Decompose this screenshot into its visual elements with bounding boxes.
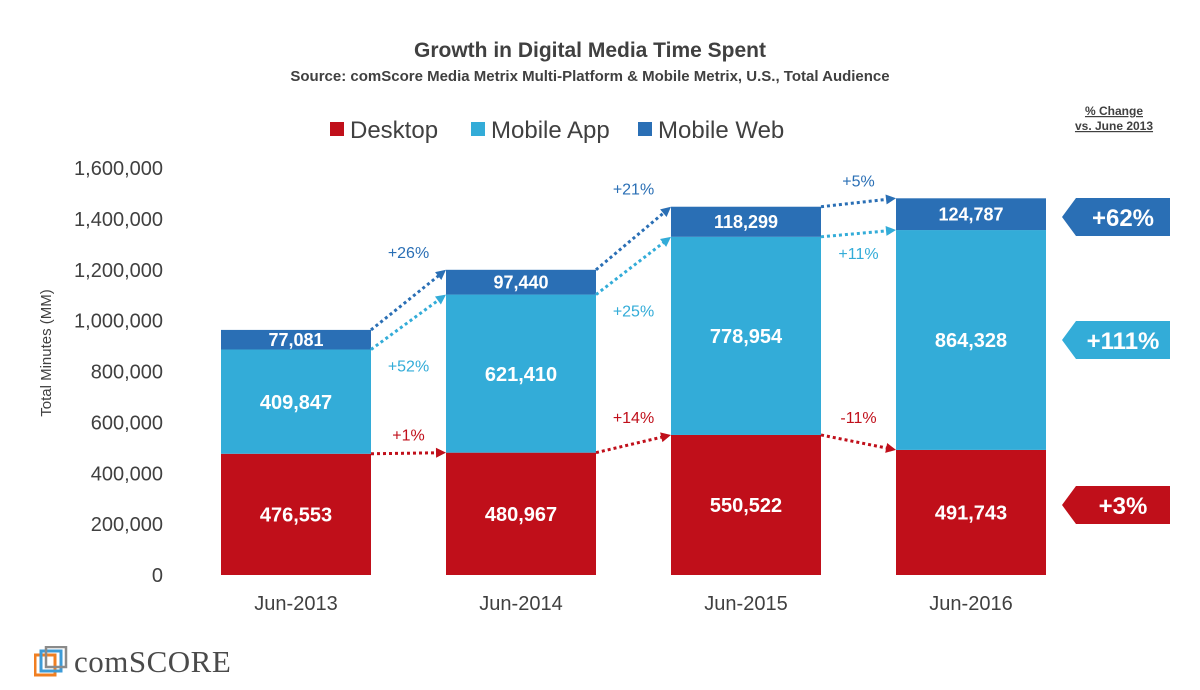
total-change-label-mobile-app: +111% [1087, 328, 1160, 355]
bar-desktop-jun-2015 [671, 434, 821, 575]
period-change-mobile-web: +5% [842, 173, 874, 190]
x-tick-label: Jun-2013 [254, 593, 337, 615]
bar-mobile-web-jun-2015 [671, 206, 821, 237]
bars: 476,553 409,847 77,081 480,967 621,410 97,440… [221, 198, 1046, 575]
y-tick-label: 200,000 [91, 514, 163, 536]
y-tick-label: 400,000 [91, 463, 163, 485]
comscore-logo-text: comSCORE [74, 644, 232, 679]
change-arrow-line [370, 297, 441, 351]
change-arrow-head [435, 447, 446, 458]
change-arrow-head [434, 294, 446, 305]
bar-mobile-app-jun-2013 [221, 349, 371, 454]
change-arrow-line [370, 451, 441, 456]
y-tick-label: 1,200,000 [74, 260, 163, 282]
y-tick-label: 0 [152, 565, 163, 587]
chart-title: Growth in Digital Media Time Spent [414, 39, 766, 62]
period-change-desktop: -11% [840, 410, 876, 427]
y-tick-label: 600,000 [91, 412, 163, 434]
y-tick-label: 800,000 [91, 362, 163, 384]
data-label-desktop-jun-2016: 491,743 [935, 503, 1007, 525]
x-tick-label: Jun-2016 [929, 593, 1012, 615]
period-change-desktop: +14% [613, 410, 654, 427]
total-change-label-desktop: +3% [1099, 493, 1148, 520]
bar-mobile-web-jun-2016 [896, 198, 1046, 231]
y-tick-label: 1,000,000 [74, 311, 163, 333]
bar-desktop-jun-2016 [896, 449, 1046, 575]
total-change-callouts: % Change vs. June 2013 +3% +111% +62% [1062, 104, 1170, 524]
legend-swatch-desktop [330, 122, 344, 136]
y-tick-label: 1,400,000 [74, 209, 163, 231]
period-change-mobile-app: +25% [613, 304, 654, 321]
change-arrow-head [660, 432, 671, 443]
bar-mobile-app-jun-2015 [671, 236, 821, 435]
x-axis: Jun-2013 Jun-2014 Jun-2015 Jun-2016 [254, 593, 1012, 615]
data-label-desktop-jun-2013: 476,553 [260, 505, 332, 527]
change-arrow-line [595, 240, 666, 296]
period-changes: +1% +52% +26% +14% +25% +21% -11% +11% +5% [370, 173, 896, 458]
bar-mobile-web-jun-2013 [221, 329, 371, 350]
change-arrow-head [435, 269, 446, 280]
change-arrow-head [885, 194, 896, 205]
data-label-mobile-web-jun-2013: 77,081 [268, 330, 323, 350]
change-arrow-head [885, 225, 896, 236]
total-change-label-mobile-web: +62% [1092, 205, 1154, 232]
data-label-desktop-jun-2015: 550,522 [710, 495, 782, 517]
bar-desktop-jun-2014 [446, 452, 596, 575]
bar-desktop-jun-2013 [221, 453, 371, 575]
change-arrow-line [820, 229, 891, 239]
bar-mobile-app-jun-2016 [896, 230, 1046, 450]
total-change-badge-mobile-web [1062, 198, 1170, 236]
period-change-mobile-app: +52% [388, 359, 429, 376]
data-label-mobile-app-jun-2013: 409,847 [260, 392, 332, 414]
total-change-badge-mobile-app [1062, 320, 1170, 359]
total-change-badge-desktop [1062, 486, 1170, 524]
change-arrow-line [370, 273, 441, 332]
x-tick-label: Jun-2015 [704, 593, 787, 615]
y-tick-label: 1,600,000 [74, 158, 163, 180]
data-label-desktop-jun-2014: 480,967 [485, 504, 557, 526]
change-arrow-head [660, 236, 671, 247]
period-change-desktop: +1% [392, 428, 424, 445]
legend-swatch-mobile-web [638, 122, 652, 136]
data-label-mobile-app-jun-2016: 864,328 [935, 330, 1007, 352]
total-change-subheader: vs. June 2013 [1075, 119, 1153, 133]
data-label-mobile-web-jun-2016: 124,787 [938, 205, 1003, 225]
legend-swatch-mobile-app [471, 122, 485, 136]
period-change-mobile-app: +11% [838, 246, 878, 263]
change-arrow-line [595, 434, 666, 455]
change-arrow-line [820, 433, 891, 451]
comscore-logo-icon [34, 646, 68, 677]
legend: Desktop Mobile App Mobile Web [330, 117, 784, 144]
y-axis-label: Total Minutes (MM) [38, 289, 55, 417]
data-label-mobile-web-jun-2015: 118,299 [714, 212, 778, 232]
period-change-mobile-web: +26% [388, 245, 429, 262]
bar-mobile-web-jun-2014 [446, 269, 596, 295]
total-change-header: % Change [1085, 104, 1143, 118]
period-change-mobile-web: +21% [613, 182, 654, 199]
change-arrow-head [885, 443, 896, 453]
legend-label-desktop: Desktop [350, 117, 438, 144]
legend-label-mobile-web: Mobile Web [658, 117, 784, 144]
change-arrow-line [595, 210, 666, 271]
x-tick-label: Jun-2014 [479, 593, 562, 615]
bar-mobile-app-jun-2014 [446, 294, 596, 453]
change-arrow-line [820, 197, 891, 209]
change-arrow-head [660, 206, 671, 217]
data-label-mobile-app-jun-2014: 621,410 [485, 364, 557, 386]
chart-subtitle: Source: comScore Media Metrix Multi-Plat… [290, 68, 889, 85]
legend-label-mobile-app: Mobile App [491, 117, 610, 144]
comscore-logo: comSCORE [34, 644, 231, 680]
data-label-mobile-web-jun-2014: 97,440 [493, 273, 548, 293]
y-axis: 0 200,000 400,000 600,000 800,000 1,000,000 1,… [74, 158, 163, 587]
data-label-mobile-app-jun-2015: 778,954 [710, 326, 783, 348]
